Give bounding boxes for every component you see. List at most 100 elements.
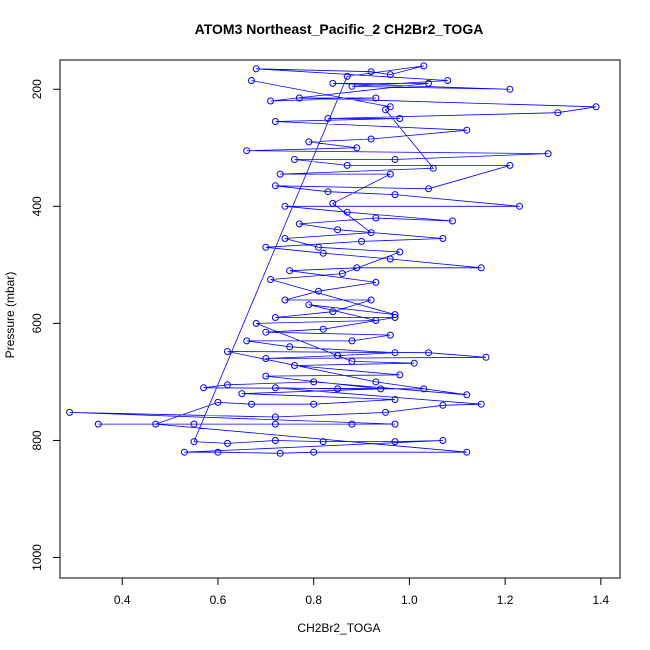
x-tick-label: 0.4 [114,593,131,607]
data-point [286,343,294,351]
data-point [348,420,356,428]
data-point [391,438,399,446]
data-point [324,188,332,196]
data-point [377,385,385,393]
data-point [386,255,394,263]
data-point [367,68,375,76]
series-layer [66,62,600,457]
data-point [190,420,198,428]
data-point [353,144,361,152]
y-tick-label: 400 [30,196,44,216]
data-point [295,220,303,228]
data-point [334,226,342,234]
data-point [329,79,337,87]
data-point [224,381,231,389]
data-point [262,243,270,251]
series-clip-group [66,62,600,457]
data-point [252,319,260,327]
data-point [358,237,365,245]
data-point [281,235,289,242]
data-point [391,314,399,321]
data-point [439,401,447,409]
data-point [329,308,337,316]
data-point [592,103,600,111]
data-point [334,352,342,360]
data-point [463,448,471,456]
data-point [224,348,231,355]
data-point [343,161,351,169]
data-point [305,301,313,309]
data-point [516,202,523,210]
data-point [391,349,399,357]
data-point [449,217,456,225]
x-tick-label: 1.4 [593,593,610,607]
data-point [348,82,356,90]
data-point [291,156,298,163]
data-point [348,337,356,345]
data-point [66,408,74,416]
data-point [180,448,188,456]
data-point [324,115,332,122]
data-point [348,357,356,365]
data-point [271,413,279,421]
data-point [391,191,399,199]
x-tick-label: 0.6 [210,593,227,607]
data-point [310,400,318,408]
plot-frame [59,59,621,579]
data-point [271,437,279,444]
y-tick-label: 1000 [30,544,44,571]
data-point [372,378,380,386]
data-point [386,71,394,79]
data-point [243,147,251,155]
data-point [439,235,447,242]
data-point [477,264,485,272]
data-point [310,448,318,456]
data-point [391,156,399,163]
data-point [252,65,260,73]
y-axis: 200 400 600 800 1000 [30,79,61,571]
data-point [391,396,399,403]
data-point [281,202,289,210]
x-tick-label: 0.8 [305,593,322,607]
data-point [214,448,222,456]
data-point [329,199,337,207]
data-point [439,437,447,444]
data-point [343,208,351,216]
data-point [372,94,380,102]
x-tick-label: 1.0 [401,593,418,607]
data-point [372,214,380,222]
data-point [463,391,471,399]
data-point [291,362,298,369]
data-point [367,296,375,304]
data-point [391,420,399,428]
data-point [152,420,160,428]
data-point [238,390,246,398]
data-point [482,353,490,361]
data-point [94,420,102,428]
data-point [425,349,432,357]
x-axis-label: CH2Br2_TOGA [297,621,380,635]
data-point [353,264,361,272]
data-point [554,109,562,117]
data-point [286,267,294,275]
data-point [271,384,279,392]
data-point [429,164,437,172]
data-point [262,328,270,336]
data-point [214,398,222,406]
data-point [305,138,313,146]
data-point [367,229,375,237]
data-point [248,400,255,408]
data-point [271,118,279,125]
data-point [271,182,279,190]
data-point [243,337,251,345]
data-point [372,278,380,286]
y-tick-label: 800 [30,430,44,450]
series-line [69,65,597,454]
data-point [343,72,351,80]
data-point [367,135,375,143]
data-point [276,449,284,457]
y-tick-label: 200 [30,79,44,99]
y-tick-label: 600 [30,313,44,333]
data-point [420,62,428,70]
data-point [262,355,270,362]
